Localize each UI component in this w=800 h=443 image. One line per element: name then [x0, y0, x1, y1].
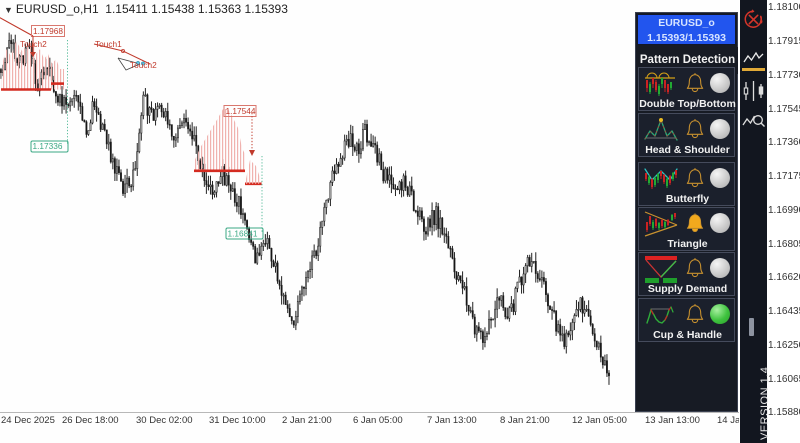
svg-text:1.16841: 1.16841: [228, 229, 258, 239]
svg-text:Touch2: Touch2: [130, 60, 157, 70]
svg-text:1.17968: 1.17968: [33, 26, 63, 36]
svg-text:1.17544: 1.17544: [226, 106, 256, 116]
svg-text:1.17336: 1.17336: [33, 141, 63, 151]
svg-text:Touch2: Touch2: [20, 39, 47, 49]
